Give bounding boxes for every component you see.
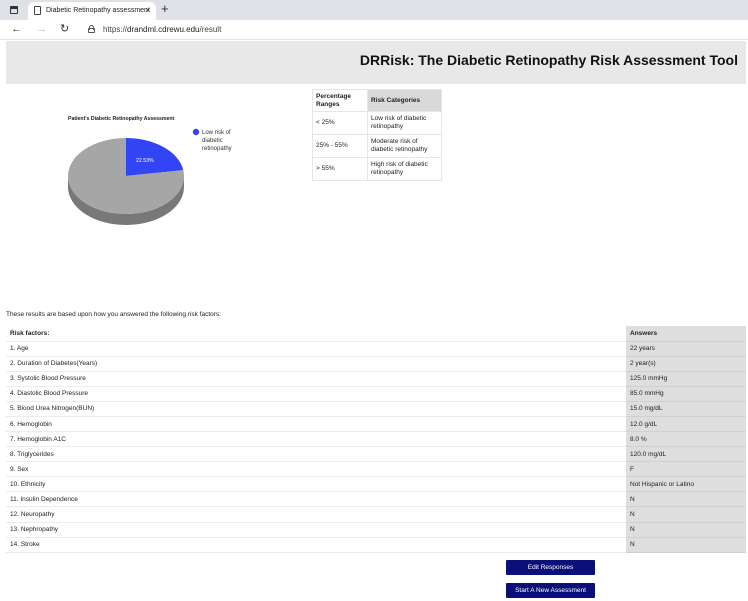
- table-row: 5. Blood Urea Nitrogen(BUN) 15.0 mg/dL: [6, 401, 746, 417]
- edit-responses-button[interactable]: Edit Responses: [506, 560, 595, 575]
- risk-factor-name: 10. Ethnicity: [6, 476, 626, 493]
- risk-factor-name: 6. Hemoglobin: [6, 416, 626, 433]
- risk-factor-name: 11. Insulin Dependence: [6, 491, 626, 508]
- risk-factor-name: 4. Diastolic Blood Pressure: [6, 386, 626, 402]
- risk-factor-answer: N: [626, 522, 746, 538]
- table-row: 12. Neuropathy N: [6, 506, 746, 523]
- tab-title: Diabetic Retinopathy assessment: [46, 7, 150, 14]
- percentage-range: < 25%: [312, 111, 368, 135]
- chart-title: Patient's Diabetic Retinopathy Assessmen…: [68, 116, 175, 122]
- category-row: > 55% High risk of diabetic retinopathy: [312, 157, 442, 181]
- risk-factor-answer: F: [626, 461, 746, 478]
- risk-factor-answer: 125.0 mmHg: [626, 371, 746, 387]
- category-row: < 25% Low risk of diabetic retinopathy: [312, 111, 442, 135]
- table-row: 3. Systolic Blood Pressure 125.0 mmHg: [6, 371, 746, 387]
- risk-factor-name: 5. Blood Urea Nitrogen(BUN): [6, 401, 626, 417]
- pie-data-label: 22.53%: [136, 158, 154, 164]
- table-row: 10. Ethnicity Not Hispanic or Latino: [6, 476, 746, 493]
- table-row: 9. Sex F: [6, 461, 746, 478]
- risk-factor-answer: 2 year(s): [626, 356, 746, 372]
- risk-factor-name: 14. Stroke: [6, 537, 626, 553]
- risk-factor-answer: 15.0 mg/dL: [626, 401, 746, 417]
- risk-pie-chart: Patient's Diabetic Retinopathy Assessmen…: [44, 112, 264, 257]
- risk-category: Low risk of diabetic retinopathy: [367, 111, 442, 135]
- forward-arrow-icon[interactable]: →: [36, 23, 47, 35]
- risk-factor-name: 7. Hemoglobin A1C: [6, 431, 626, 448]
- pie-chart-svg: Patient's Diabetic Retinopathy Assessmen…: [67, 116, 232, 225]
- risk-factor-name: 12. Neuropathy: [6, 506, 626, 523]
- risk-factor-name: 2. Duration of Diabetes(Years): [6, 356, 626, 372]
- browser-tab[interactable]: Diabetic Retinopathy assessment ×: [28, 2, 156, 20]
- table-row: 14. Stroke N: [6, 537, 746, 553]
- legend-marker: [192, 128, 200, 136]
- risk-category: Moderate risk of diabetic retinopathy: [367, 134, 442, 158]
- percentage-range: 25% - 55%: [312, 134, 368, 158]
- browser-nav-bar: ← → ↻ https://drandml.cdrewu.edu/result: [0, 20, 748, 40]
- header-risk-factors: Risk factors:: [6, 326, 626, 342]
- new-tab-button[interactable]: +: [161, 1, 169, 16]
- reload-icon[interactable]: ↻: [60, 23, 70, 35]
- risk-factors-table: Risk factors: Answers 1. Age 22 years 2. D…: [6, 326, 746, 553]
- pie-slice-1: [67, 138, 184, 214]
- start-new-assessment-button[interactable]: Start A New Assessment: [506, 583, 595, 598]
- browser-tab-bar: Diabetic Retinopathy assessment × +: [0, 0, 748, 20]
- risk-factor-name: 1. Age: [6, 341, 626, 357]
- header-answers: Answers: [626, 326, 746, 342]
- risk-category: High risk of diabetic retinopathy: [367, 157, 442, 181]
- pie-slice-side-1: [68, 176, 184, 225]
- risk-factor-answer: 8.0 %: [626, 431, 746, 448]
- table-row: 1. Age 22 years: [6, 341, 746, 357]
- risk-factor-name: 13. Nephropathy: [6, 522, 626, 538]
- legend-label: Low risk of diabetic retinopathy: [202, 130, 232, 152]
- table-row: 11. Insulin Dependence N: [6, 491, 746, 508]
- back-arrow-icon[interactable]: ←: [11, 23, 22, 35]
- lock-icon[interactable]: [88, 25, 95, 33]
- risk-factor-answer: 120.0 mg/dL: [626, 446, 746, 463]
- category-row: 25% - 55% Moderate risk of diabetic reti…: [312, 134, 442, 158]
- table-row: 2. Duration of Diabetes(Years) 2 year(s): [6, 356, 746, 372]
- header-percentage-ranges: Percentage Ranges: [312, 89, 368, 112]
- risk-factor-answer: N: [626, 491, 746, 508]
- address-bar[interactable]: https://drandml.cdrewu.edu/result: [103, 25, 221, 34]
- risk-factor-name: 8. Triglycerides: [6, 446, 626, 463]
- url-path: /result: [199, 25, 222, 34]
- table-row: 13. Nephropathy N: [6, 522, 746, 538]
- table-row: 8. Triglycerides 120.0 mg/dL: [6, 446, 746, 463]
- risk-factor-answer: N: [626, 537, 746, 553]
- url-scheme: https://: [103, 25, 128, 34]
- page-title: DRRisk: The Diabetic Retinopathy Risk As…: [359, 52, 738, 68]
- risk-factor-name: 9. Sex: [6, 461, 626, 478]
- risk-factor-name: 3. Systolic Blood Pressure: [6, 371, 626, 387]
- pie-slice-0: [126, 138, 184, 176]
- window-menu-icon[interactable]: [8, 4, 20, 16]
- risk-factors-body: 1. Age 22 years 2. Duration of Diabetes(Ye…: [6, 341, 746, 553]
- risk-factor-answer: Not Hispanic or Latino: [626, 476, 746, 493]
- percentage-range: > 55%: [312, 157, 368, 181]
- risk-factor-answer: N: [626, 506, 746, 523]
- page-header: DRRisk: The Diabetic Retinopathy Risk As…: [6, 41, 746, 84]
- close-tab-icon[interactable]: ×: [145, 5, 151, 15]
- table-row: 6. Hemoglobin 12.0 g/dL: [6, 416, 746, 433]
- risk-categories-table: Percentage Ranges Risk Categories < 25% …: [312, 89, 442, 181]
- table-row: 7. Hemoglobin A1C 8.0 %: [6, 431, 746, 448]
- document-icon: [34, 6, 41, 15]
- risk-factor-answer: 85.0 mmHg: [626, 386, 746, 402]
- risk-factor-answer: 22 years: [626, 341, 746, 357]
- header-risk-categories: Risk Categories: [367, 89, 442, 112]
- table-row: 4. Diastolic Blood Pressure 85.0 mmHg: [6, 386, 746, 402]
- results-intro-text: These results are based upon how you ans…: [6, 311, 221, 318]
- risk-factor-answer: 12.0 g/dL: [626, 416, 746, 433]
- url-host: drandml.cdrewu.edu: [127, 25, 200, 34]
